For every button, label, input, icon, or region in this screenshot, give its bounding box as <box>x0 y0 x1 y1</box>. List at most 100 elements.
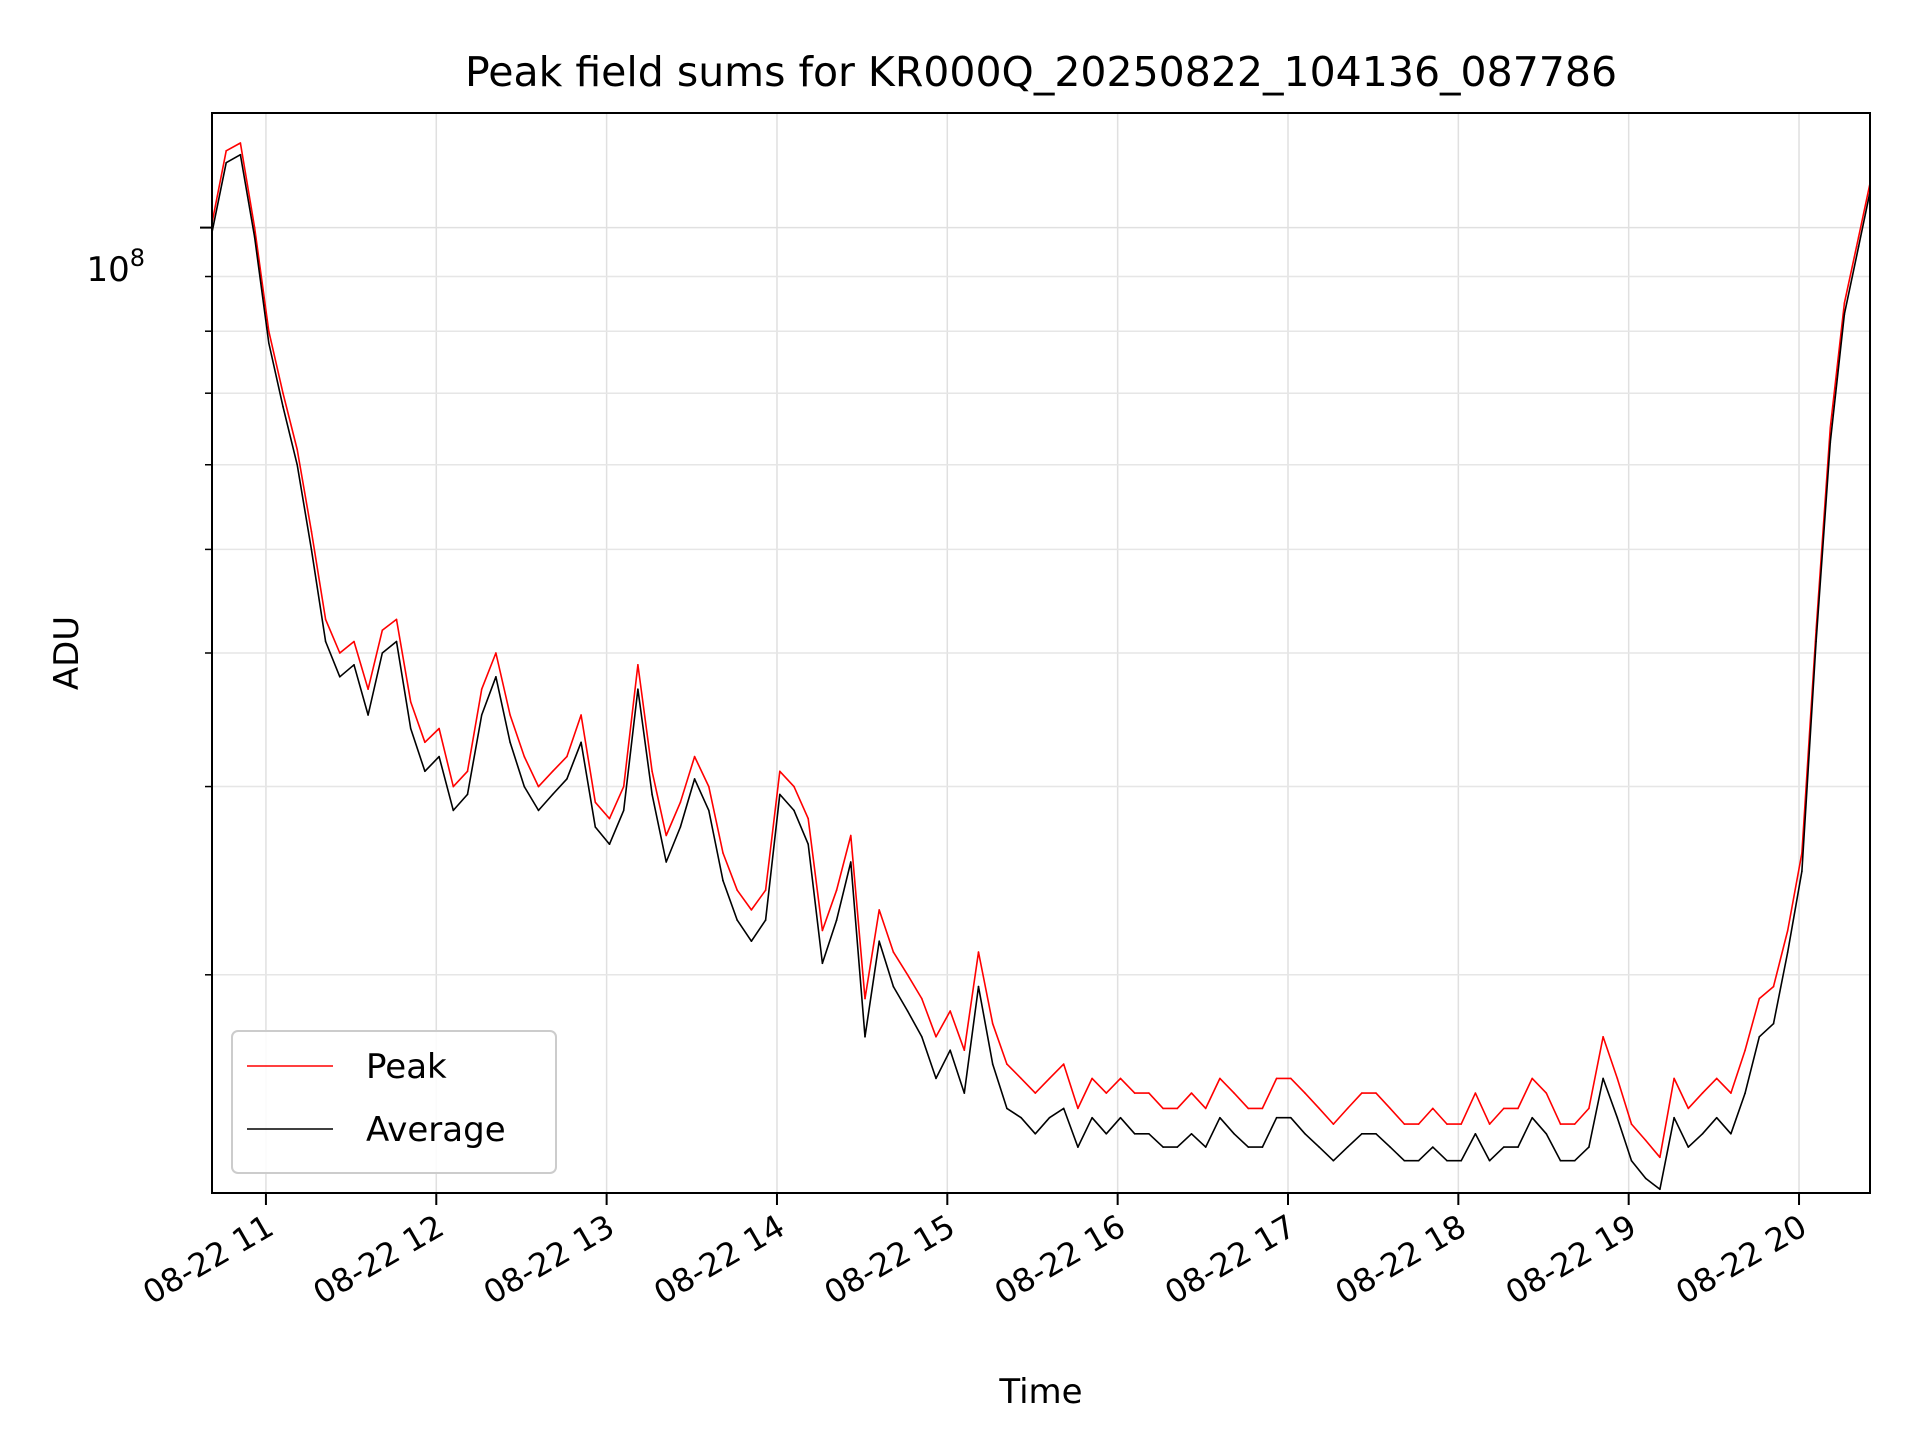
data-point-average <box>1815 640 1817 643</box>
data-point-peak <box>906 974 909 976</box>
data-point-peak <box>1275 1077 1278 1080</box>
data-point-average <box>1105 1133 1108 1135</box>
data-point-average <box>1417 1159 1420 1162</box>
data-point-peak <box>1133 1092 1136 1094</box>
data-point-average <box>1346 1146 1349 1148</box>
data-point-peak <box>1020 1077 1022 1080</box>
data-point-average <box>1247 1146 1250 1148</box>
data-point-average <box>1659 1188 1661 1191</box>
data-point-peak <box>1488 1123 1491 1125</box>
data-point-average <box>1701 1133 1704 1135</box>
data-point-average <box>608 843 611 845</box>
data-point-peak <box>1857 236 1860 238</box>
data-point-average <box>1687 1146 1690 1148</box>
data-point-average <box>878 940 880 942</box>
data-point-peak <box>935 1036 937 1038</box>
data-point-peak <box>296 448 299 451</box>
data-point-peak <box>1474 1092 1477 1094</box>
data-point-average <box>665 861 667 863</box>
data-point-peak <box>1573 1123 1576 1125</box>
data-point-peak <box>1233 1092 1235 1094</box>
data-point-average <box>495 676 497 678</box>
data-point-average <box>1588 1146 1590 1148</box>
data-point-average <box>253 236 256 238</box>
data-point-average <box>708 809 710 812</box>
data-point-peak <box>1417 1123 1420 1125</box>
data-point-peak <box>1119 1077 1122 1080</box>
chart-title: Peak field sums for KR000Q_20250822_1041… <box>465 48 1617 96</box>
data-point-peak <box>1290 1077 1292 1080</box>
data-point-peak <box>807 817 809 820</box>
x-axis-label: Time <box>998 1372 1082 1412</box>
data-point-peak <box>921 997 923 1000</box>
data-point-peak <box>878 909 880 911</box>
data-point-peak <box>1318 1107 1320 1110</box>
data-point-average <box>566 778 568 780</box>
data-point-average <box>282 405 284 408</box>
data-point-average <box>1048 1116 1051 1119</box>
data-point-peak <box>1503 1107 1505 1110</box>
data-point-average <box>963 1092 966 1094</box>
data-point-peak <box>1162 1107 1164 1110</box>
data-point-peak <box>779 770 781 773</box>
data-point-peak <box>821 929 824 932</box>
data-point-peak <box>1588 1107 1590 1110</box>
data-point-average <box>1162 1146 1164 1148</box>
data-point-peak <box>963 1049 966 1051</box>
data-point-average <box>523 785 526 788</box>
data-point-average <box>1233 1133 1235 1135</box>
data-point-average <box>807 843 809 845</box>
data-point-peak <box>1176 1107 1179 1110</box>
legend-label-average: Average <box>366 1110 506 1150</box>
data-point-peak <box>892 951 895 953</box>
legend: Peak Average <box>231 1030 557 1174</box>
data-point-average <box>324 640 327 643</box>
data-point-peak <box>1219 1077 1221 1080</box>
data-point-peak <box>1616 1077 1619 1080</box>
y-major-tick-label: 108 <box>86 244 145 290</box>
data-point-average <box>239 153 242 156</box>
data-point-peak <box>395 618 398 621</box>
data-point-peak <box>1062 1063 1065 1065</box>
data-point-average <box>1275 1116 1278 1119</box>
data-point-average <box>1020 1116 1022 1119</box>
data-point-peak <box>1659 1156 1661 1159</box>
data-point-peak <box>1602 1036 1604 1038</box>
data-point-peak <box>1247 1107 1250 1110</box>
data-point-average <box>892 985 895 988</box>
data-point-average <box>1531 1116 1533 1119</box>
y-major-tick-exponent: 8 <box>130 244 145 272</box>
data-point-average <box>225 161 227 164</box>
data-point-average <box>1673 1116 1675 1119</box>
data-point-peak <box>1403 1123 1406 1125</box>
data-point-average <box>977 985 980 988</box>
data-point-peak <box>282 392 284 395</box>
data-point-average <box>409 727 412 730</box>
data-point-peak <box>637 664 639 666</box>
data-point-peak <box>367 688 369 690</box>
data-point-average <box>438 755 440 758</box>
data-point-average <box>1616 1116 1619 1119</box>
data-point-peak <box>324 618 327 621</box>
data-point-average <box>622 809 625 812</box>
data-point-peak <box>1545 1092 1548 1094</box>
data-point-peak <box>1843 302 1846 304</box>
data-point-average <box>537 809 540 812</box>
data-point-average <box>1119 1116 1122 1119</box>
data-point-average <box>1460 1159 1462 1162</box>
data-point-average <box>1261 1146 1264 1148</box>
data-point-peak <box>693 755 696 758</box>
data-point-average <box>1133 1133 1136 1135</box>
data-point-average <box>1573 1159 1576 1162</box>
data-point-peak <box>1048 1077 1051 1080</box>
data-point-average <box>1630 1159 1633 1162</box>
data-point-average <box>1304 1133 1306 1135</box>
data-point-average <box>1006 1107 1008 1110</box>
data-point-peak <box>1829 426 1832 429</box>
data-point-peak <box>580 714 582 716</box>
data-point-average <box>1375 1133 1377 1135</box>
data-point-average <box>1318 1146 1320 1148</box>
data-point-peak <box>651 770 653 773</box>
data-point-average <box>1559 1159 1562 1162</box>
